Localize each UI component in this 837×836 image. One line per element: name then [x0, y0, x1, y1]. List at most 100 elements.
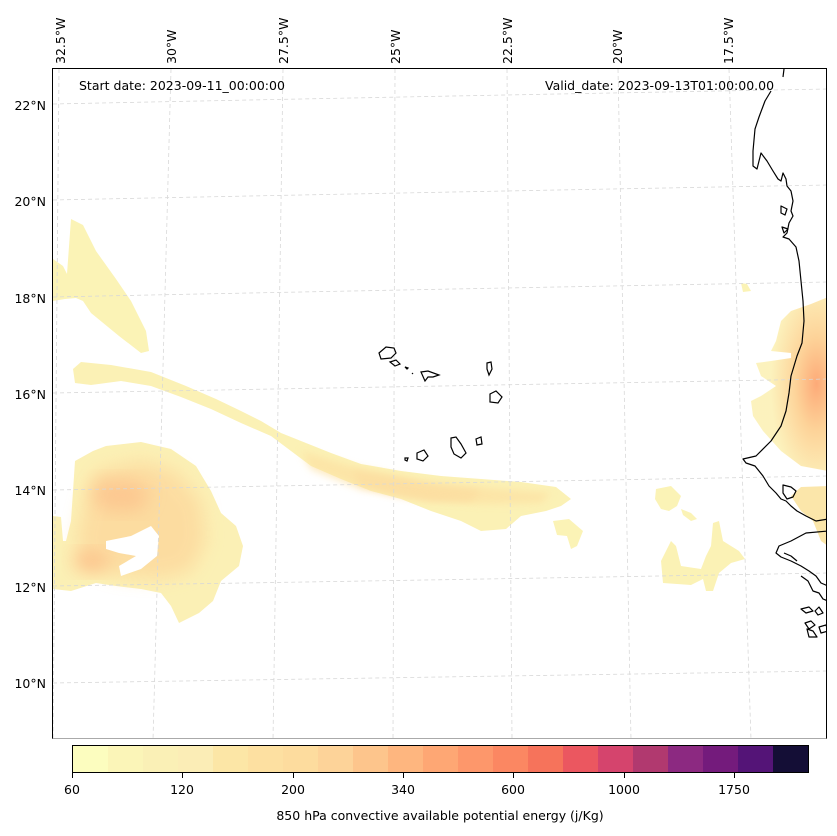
cape-region-circular-core	[91, 479, 151, 511]
cape-region-patch	[681, 509, 697, 521]
cape-region-patch	[655, 486, 681, 511]
colorbar-bin	[668, 746, 703, 772]
gridline-lat-18	[53, 281, 826, 298]
west-africa-coastline	[742, 69, 826, 638]
colorbar-bin	[633, 746, 668, 772]
cape-region-west-africa-south	[791, 486, 826, 545]
island-sao-vicente	[388, 359, 402, 367]
colorbar-bin	[528, 746, 563, 772]
colorbar-bin	[143, 746, 178, 772]
colorbar-bin	[423, 746, 458, 772]
lon-label: 25°W	[388, 29, 403, 64]
lon-label: 30°W	[164, 29, 179, 64]
coastline-guinea-bissau	[775, 530, 826, 601]
lat-label: 10°N	[14, 676, 46, 691]
lat-label: 12°N	[14, 580, 46, 595]
lon-label: 22.5°W	[500, 17, 515, 64]
gridline-lat-20	[53, 184, 826, 201]
lon-label: 32.5°W	[53, 17, 68, 64]
colorbar-tick-label: 200	[281, 782, 305, 797]
colorbar-tick	[182, 773, 183, 778]
island-maio	[475, 436, 483, 446]
lat-label: 14°N	[14, 483, 46, 498]
island-raso	[411, 372, 414, 375]
gridline-lat-16	[53, 378, 826, 394]
colorbar-tick	[293, 773, 294, 778]
colorbar-tick	[734, 773, 735, 778]
island-brava	[404, 457, 409, 462]
gridline-lon-25	[392, 69, 396, 738]
colorbar-bin	[213, 746, 248, 772]
colorbar-tick-label: 60	[64, 782, 80, 797]
lat-label: 16°N	[14, 387, 46, 402]
island-santiago	[450, 436, 467, 459]
colorbar-bin	[73, 746, 108, 772]
colorbar-tick-label: 1750	[718, 782, 750, 797]
lon-label: 20°W	[610, 29, 625, 64]
colorbar-bin	[283, 746, 318, 772]
colorbar-bin	[108, 746, 143, 772]
gridline-lon-32_5	[53, 69, 60, 738]
island-sal	[486, 361, 493, 377]
cape-region-circular-eye	[106, 526, 159, 576]
colorbar	[72, 745, 809, 773]
cape-region-nw-plume	[53, 219, 149, 353]
island-santo-antao	[378, 346, 397, 360]
cape-region-band-mid	[301, 451, 551, 504]
colorbar-title: 850 hPa convective available potential e…	[276, 808, 604, 823]
cape-region-patch	[661, 521, 745, 591]
colorbar-bin	[493, 746, 528, 772]
gridline-lat-14	[53, 475, 826, 491]
gridline-lon-20	[617, 69, 632, 738]
gridline-lat-22	[53, 88, 826, 105]
island-santa-luzia	[404, 366, 410, 370]
colorbar-tick	[72, 773, 73, 778]
lat-label: 20°N	[14, 194, 46, 209]
map-panel[interactable]	[52, 68, 827, 739]
colorbar-tick-label: 120	[170, 782, 194, 797]
island-sao-nicolau	[420, 370, 441, 383]
coastline-bissagos	[800, 606, 826, 638]
colorbar-tick	[624, 773, 625, 778]
gridline-lon-30	[152, 69, 172, 738]
gridlines	[53, 69, 826, 738]
colorbar-bin	[458, 746, 493, 772]
lat-label: 22°N	[14, 98, 46, 113]
gridline-lat-12	[53, 572, 826, 587]
lat-label: 18°N	[14, 291, 46, 306]
colorbar-tick-label: 600	[501, 782, 525, 797]
colorbar-bin	[563, 746, 598, 772]
map-canvas	[53, 69, 826, 738]
colorbar-bin	[388, 746, 423, 772]
colorbar-bin	[773, 746, 808, 772]
start-date-label: Start date: 2023-09-11_00:00:00	[79, 78, 285, 93]
colorbar-bin	[738, 746, 773, 772]
coastline-gambia-river	[782, 484, 797, 500]
valid-date-label: Valid_date: 2023-09-13T01:00:00.00	[545, 78, 775, 93]
colorbar-tick-label: 340	[391, 782, 415, 797]
cape-region-circular-sw-core	[73, 551, 111, 573]
cabo-verde-islands	[378, 346, 503, 462]
gridline-lon-22_5	[506, 69, 513, 738]
colorbar-bin	[353, 746, 388, 772]
island-boa-vista	[489, 390, 503, 404]
cape-region-west-africa	[751, 297, 826, 471]
coastline-mauritania-senegal	[742, 69, 826, 522]
colorbar-bin	[248, 746, 283, 772]
island-fogo	[416, 449, 429, 462]
colorbar-bin	[703, 746, 738, 772]
cape-region-band-tail	[553, 519, 583, 549]
gridline-lon-17_5	[728, 69, 752, 738]
coastline-dakar-islet	[780, 205, 789, 234]
gridline-lat-10	[53, 670, 826, 684]
lon-label: 27.5°W	[276, 17, 291, 64]
lon-label: 17.5°W	[721, 17, 736, 64]
cape-region-speck	[741, 283, 751, 292]
colorbar-tick-label: 1000	[608, 782, 640, 797]
colorbar-bin	[598, 746, 633, 772]
colorbar-tick	[403, 773, 404, 778]
gridline-lon-27_5	[272, 69, 284, 738]
colorbar-tick	[513, 773, 514, 778]
colorbar-bin	[178, 746, 213, 772]
cape-field	[53, 219, 826, 623]
